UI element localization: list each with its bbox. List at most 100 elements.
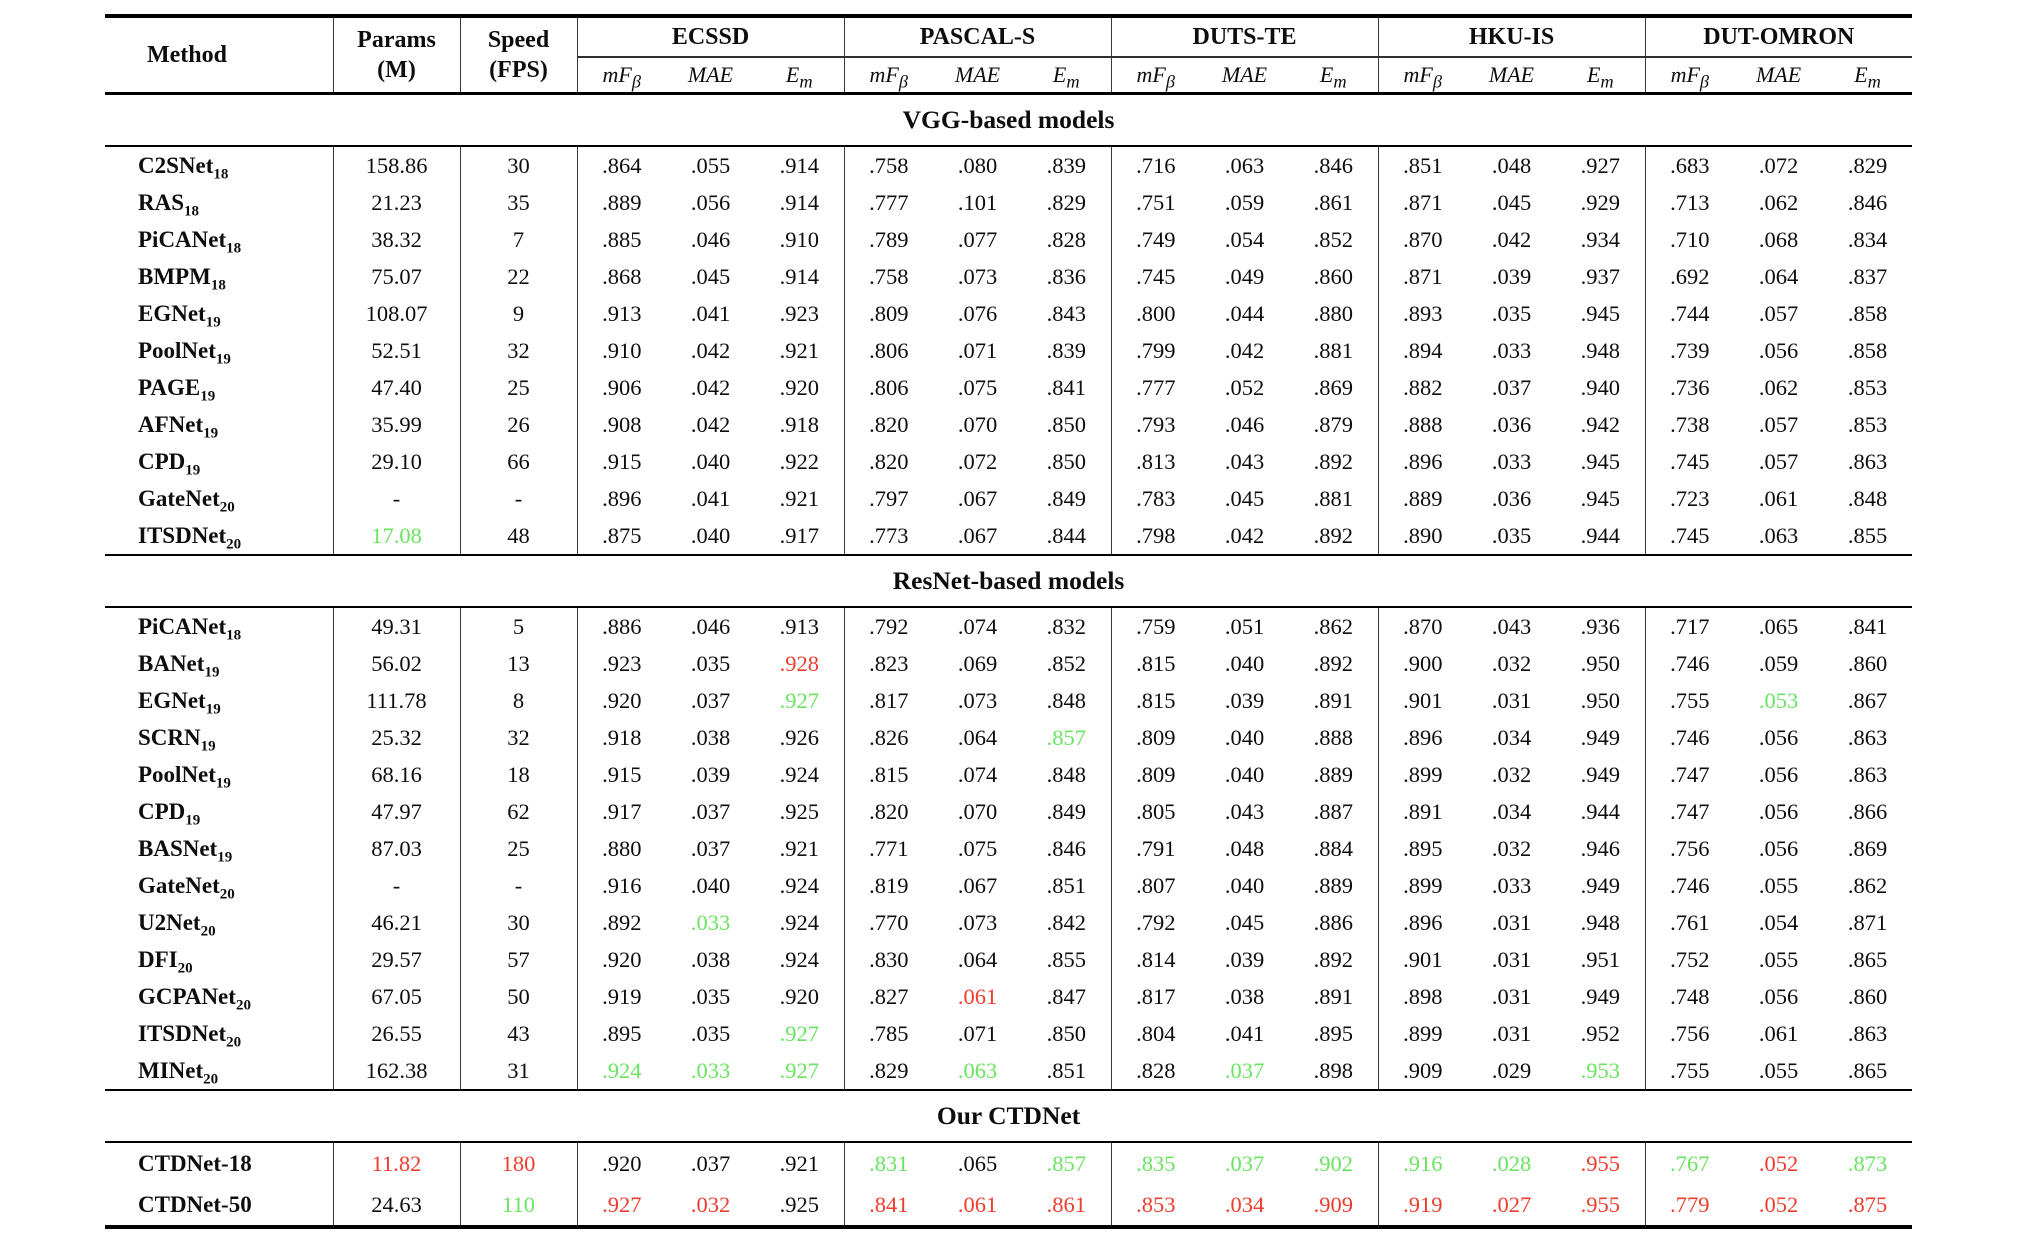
table-row: AFNet19 35.99 26.908 .042 .918 .820 .070 .850 .7… [105, 406, 1912, 443]
metric-value: .063 [1758, 522, 1799, 548]
metric-value: .844 [1046, 522, 1086, 548]
metric-value: .892 [1313, 448, 1353, 474]
metric-value: .061 [1758, 1020, 1799, 1046]
metric-value: .038 [690, 946, 731, 972]
metric-value: .881 [1313, 485, 1353, 511]
metric-value: .783 [1110, 480, 1200, 517]
metric-value: .865 [1847, 1057, 1888, 1083]
dataset-header-duts-te: DUTS-TE [1110, 16, 1379, 58]
metric-value: .074 [957, 761, 998, 787]
method-name: PoolNet19 [138, 761, 231, 792]
metric-value: .896 [576, 480, 666, 517]
metric-value: .056 [1758, 983, 1799, 1009]
metric-value: .033 [1491, 337, 1532, 363]
metric-value: .052 [1758, 1191, 1799, 1217]
table-row: U2Net20 46.21 30.892 .033 .924 .770 .073 .842 .7… [105, 904, 1912, 941]
params-value: 52.51 [332, 332, 460, 369]
metric-value: .892 [1313, 946, 1353, 972]
metric-value: .853 [1847, 374, 1888, 400]
metric-value: .922 [779, 448, 819, 474]
metric-value: .871 [1377, 184, 1468, 221]
table-row: BANet19 56.02 13.923 .035 .928 .823 .069 .852 .8… [105, 645, 1912, 682]
metric-value: .073 [957, 909, 998, 935]
metric-value: .779 [1644, 1184, 1735, 1227]
metric-value: .040 [1224, 872, 1265, 898]
metric-value: .927 [779, 1020, 819, 1046]
metric-value: .871 [1847, 909, 1888, 935]
speed-value: 9 [459, 295, 577, 332]
metric-value: .890 [1377, 517, 1468, 555]
metric-value: .949 [1580, 872, 1620, 898]
metric-value: .855 [1847, 522, 1888, 548]
speed-value: 32 [459, 332, 577, 369]
metric-value: .074 [957, 613, 998, 639]
metric-value: .853 [1110, 1184, 1200, 1227]
metric-value: .910 [779, 226, 819, 252]
table-row: ITSDNet20 17.08 48.875 .040 .917 .773 .067 .844… [105, 517, 1912, 555]
metric-value: .710 [1644, 221, 1735, 258]
method-name: CPD19 [138, 798, 201, 829]
method-name: CTDNet-50 [138, 1191, 252, 1217]
params-value: 162.38 [332, 1052, 460, 1090]
section-title: Our CTDNet [936, 1101, 1081, 1130]
metric-value: .918 [576, 719, 666, 756]
metric-value: .899 [1377, 756, 1468, 793]
metric-value: .071 [957, 337, 998, 363]
metric-value: .921 [779, 835, 819, 861]
metric-value: .916 [1377, 1142, 1468, 1184]
speed-value: 35 [459, 184, 577, 221]
metric-value: .909 [1377, 1052, 1468, 1090]
metric-header: Em [1586, 62, 1614, 92]
metric-value: .736 [1644, 369, 1735, 406]
metric-value: .064 [1758, 263, 1799, 289]
metric-value: .895 [576, 1015, 666, 1052]
metric-header: mFβ [1377, 57, 1468, 94]
metric-value: .841 [843, 1184, 933, 1227]
metric-value: .070 [957, 411, 998, 437]
metric-value: .062 [1758, 189, 1799, 215]
params-value: 108.07 [332, 295, 460, 332]
metric-value: .950 [1580, 650, 1620, 676]
metric-value: .771 [843, 830, 933, 867]
metric-value: .739 [1644, 332, 1735, 369]
metric-value: .896 [1377, 719, 1468, 756]
metric-value: .861 [1046, 1191, 1086, 1217]
table-row: PiCANet18 38.32 7.885 .046 .910 .789 .077 .828.… [105, 221, 1912, 258]
speed-value: 7 [459, 221, 577, 258]
metric-value: .046 [690, 226, 731, 252]
metric-value: .755 [1644, 682, 1735, 719]
metric-value: .949 [1580, 761, 1620, 787]
speed-value: 22 [459, 258, 577, 295]
metric-value: .924 [779, 909, 819, 935]
metric-value: .820 [843, 793, 933, 830]
params-value: 68.16 [332, 756, 460, 793]
metric-value: .925 [779, 1191, 819, 1217]
metric-header: mFβ [1644, 57, 1735, 94]
metric-value: .042 [690, 337, 731, 363]
metric-value: .882 [1377, 369, 1468, 406]
metric-value: .037 [690, 835, 731, 861]
metric-value: .045 [1491, 189, 1532, 215]
metric-value: .054 [1758, 909, 1799, 935]
metric-value: .863 [1847, 761, 1888, 787]
metric-value: .036 [1491, 411, 1532, 437]
metric-value: .747 [1644, 756, 1735, 793]
method-name: EGNet19 [138, 687, 221, 718]
metric-value: .072 [957, 448, 998, 474]
metric-value: .898 [1377, 978, 1468, 1015]
metric-value: .080 [957, 152, 998, 178]
metric-value: .867 [1847, 687, 1888, 713]
metric-value: .075 [957, 835, 998, 861]
metric-value: .953 [1580, 1057, 1620, 1083]
table-row: ITSDNet20 26.55 43.895.035.927.785.071.850… [105, 1015, 1912, 1052]
method-name: ITSDNet20 [138, 1020, 242, 1051]
metric-value: .806 [843, 332, 933, 369]
metric-value: .071 [957, 1020, 998, 1046]
metric-value: .919 [576, 978, 666, 1015]
metric-value: .035 [690, 983, 731, 1009]
metric-value: .924 [779, 761, 819, 787]
metric-header: Em [1319, 62, 1347, 92]
metric-value: .915 [576, 443, 666, 480]
metric-value: .909 [1313, 1191, 1353, 1217]
method-name: CTDNet-18 [138, 1150, 252, 1176]
